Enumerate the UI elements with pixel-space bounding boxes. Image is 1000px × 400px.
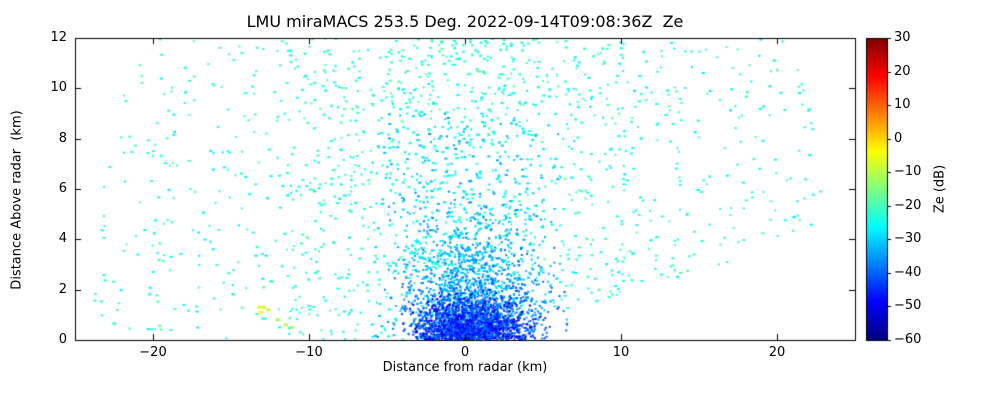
colorbar-tick-label: 30 (894, 30, 911, 45)
colorbar-tick-label: −50 (894, 298, 922, 314)
colorbar-tick-label: −40 (894, 264, 922, 280)
plot-title: LMU miraMACS 253.5 Deg. 2022-09-14T09:08… (246, 12, 684, 31)
x-axis-label: Distance from radar (km) (382, 360, 548, 375)
x-tick-label: −20 (139, 345, 167, 360)
y-tick-label: 10 (50, 80, 67, 96)
x-tick-label: 10 (612, 345, 630, 360)
colorbar-tick-label: −30 (894, 231, 922, 247)
y-tick-label: 4 (58, 231, 67, 247)
x-tick-label: 20 (768, 345, 786, 360)
y-tick-label: 2 (58, 281, 67, 297)
colorbar-tick-label: 20 (894, 63, 911, 79)
colorbar-tick-label: −10 (894, 164, 922, 180)
colorbar-label: Ze (dB) (932, 164, 948, 214)
x-tick-label: −10 (295, 345, 323, 360)
colorbar-tick-label: 0 (894, 130, 903, 146)
colorbar-tick-label: −60 (894, 332, 922, 347)
y-tick-label: 0 (58, 332, 67, 347)
y-tick-label: 8 (58, 130, 67, 146)
colorbar-tick-label: −20 (894, 197, 922, 213)
colorbar-tick-label: 10 (894, 97, 911, 113)
y-tick-label: 6 (58, 181, 67, 196)
y-tick-label: 12 (50, 30, 67, 45)
x-tick-label: 0 (460, 345, 470, 360)
